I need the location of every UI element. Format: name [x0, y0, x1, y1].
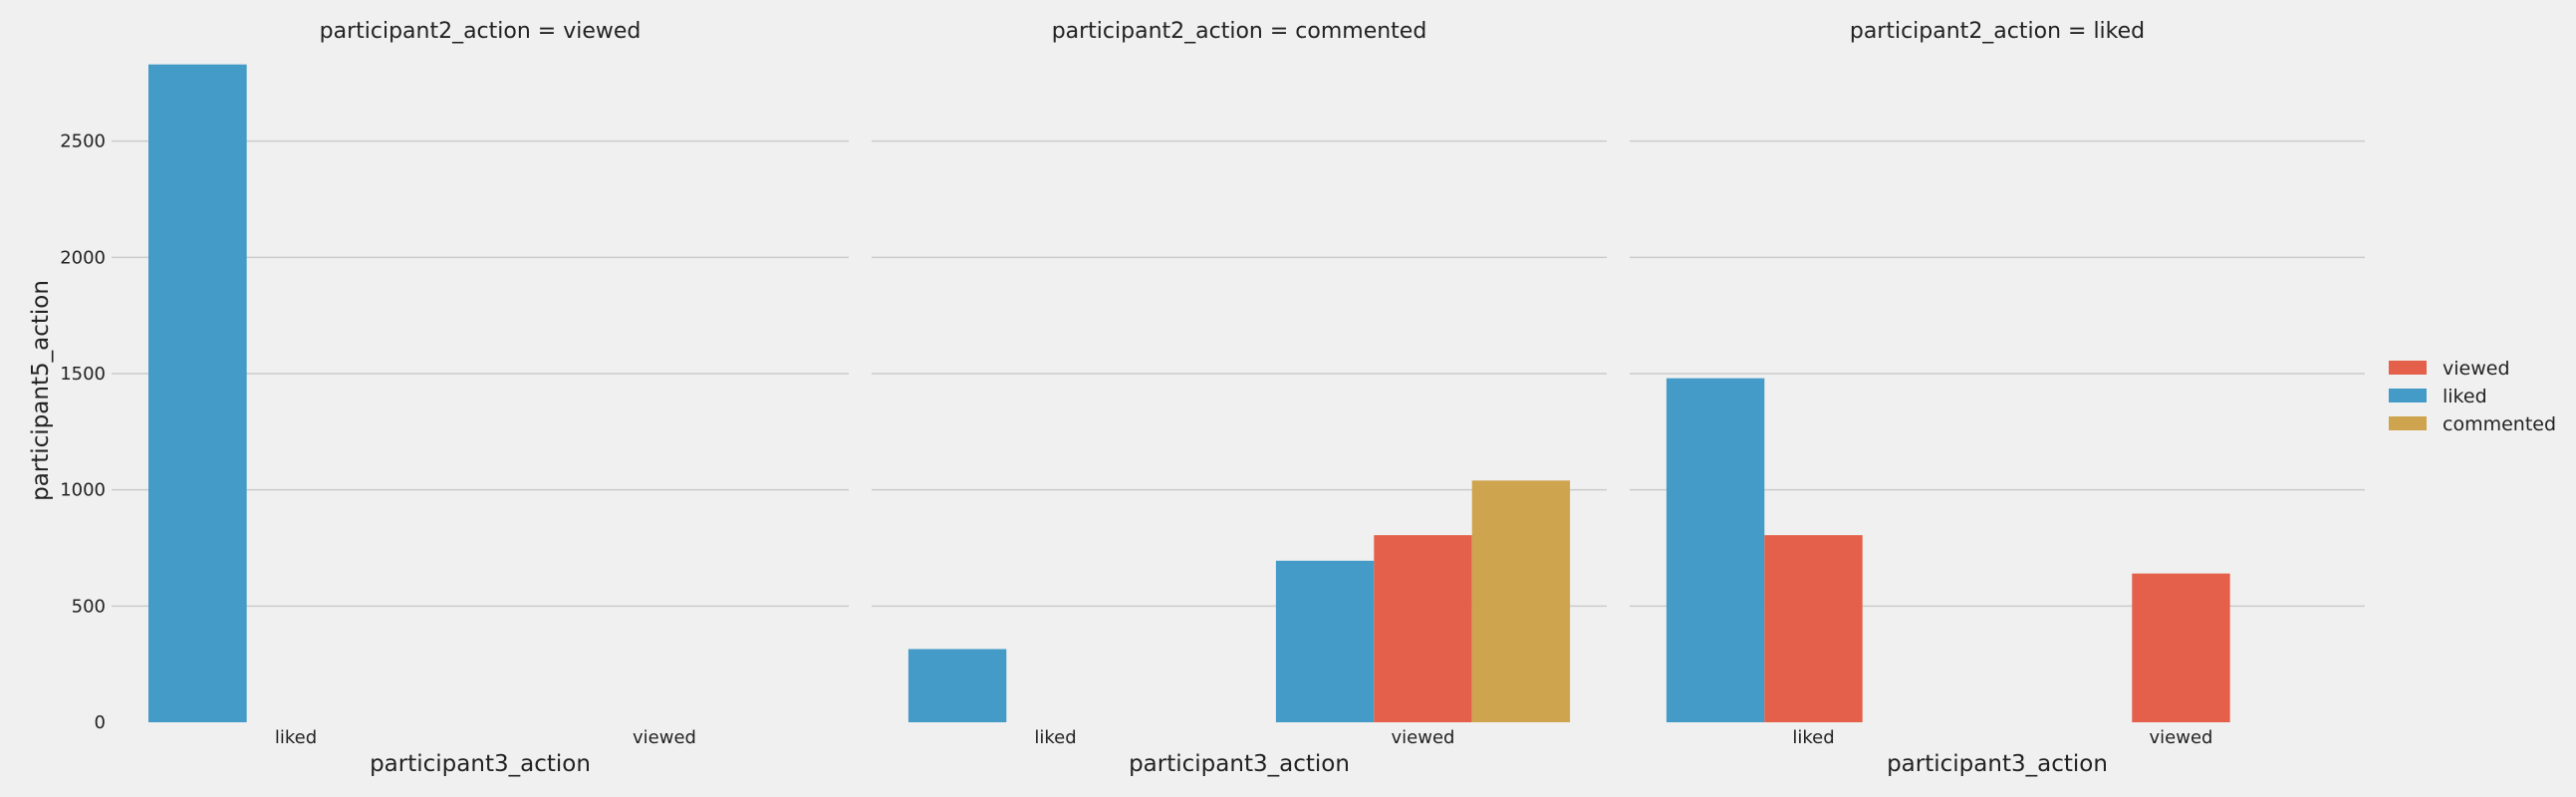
bar-commented-viewed: [1471, 480, 1571, 722]
y-tick-label: 2000: [60, 247, 106, 268]
facet-panel-1: participant2_action = viewed liked viewed p…: [28, 19, 849, 777]
legend-swatch: [2389, 416, 2427, 430]
x-tick-label: viewed: [1392, 727, 1455, 748]
legend-swatch: [2389, 361, 2427, 375]
legend-label: viewed: [2443, 358, 2510, 380]
x-axis-label: participant3_action: [370, 751, 591, 777]
legend-item-viewed: viewed: [2389, 358, 2510, 380]
facet-title: participant2_action = liked: [1850, 19, 2145, 44]
x-tick-label: viewed: [633, 727, 696, 748]
bar-viewed-viewed: [2132, 573, 2230, 722]
legend-label: commented: [2443, 413, 2556, 435]
y-tick-label: 2500: [60, 132, 106, 152]
bar-liked-liked: [1666, 378, 1765, 722]
facet-title: participant2_action = commented: [1052, 19, 1427, 44]
y-axis-label: participant5_action: [28, 280, 54, 501]
legend-item-liked: liked: [2389, 386, 2487, 407]
legend: viewed liked commented: [2389, 358, 2556, 435]
x-axis-label: participant3_action: [1887, 751, 2108, 777]
bar-liked-liked: [907, 649, 1007, 722]
y-tick-label: 500: [72, 596, 106, 617]
y-tick-label: 1500: [60, 364, 106, 385]
legend-label: liked: [2443, 386, 2487, 407]
x-tick-label: liked: [1034, 727, 1076, 748]
x-tick-label: viewed: [2150, 727, 2213, 748]
legend-item-commented: commented: [2389, 413, 2556, 435]
bar-liked-liked: [148, 64, 247, 722]
facet-panel-3: participant2_action = liked liked viewed pa…: [1630, 19, 2365, 777]
legend-swatch: [2389, 389, 2427, 402]
bar-viewed-viewed: [1374, 535, 1472, 722]
facet-panel-2: participant2_action = commented liked view…: [872, 19, 1607, 777]
y-tick-label: 0: [95, 712, 106, 733]
x-tick-label: liked: [275, 727, 317, 748]
x-axis-label: participant3_action: [1129, 751, 1350, 777]
facet-title: participant2_action = viewed: [320, 19, 642, 44]
bar-liked-viewed: [1275, 560, 1375, 722]
x-tick-label: liked: [1792, 727, 1834, 748]
y-tick-label: 1000: [60, 480, 106, 501]
bar-viewed-liked: [1764, 535, 1863, 722]
